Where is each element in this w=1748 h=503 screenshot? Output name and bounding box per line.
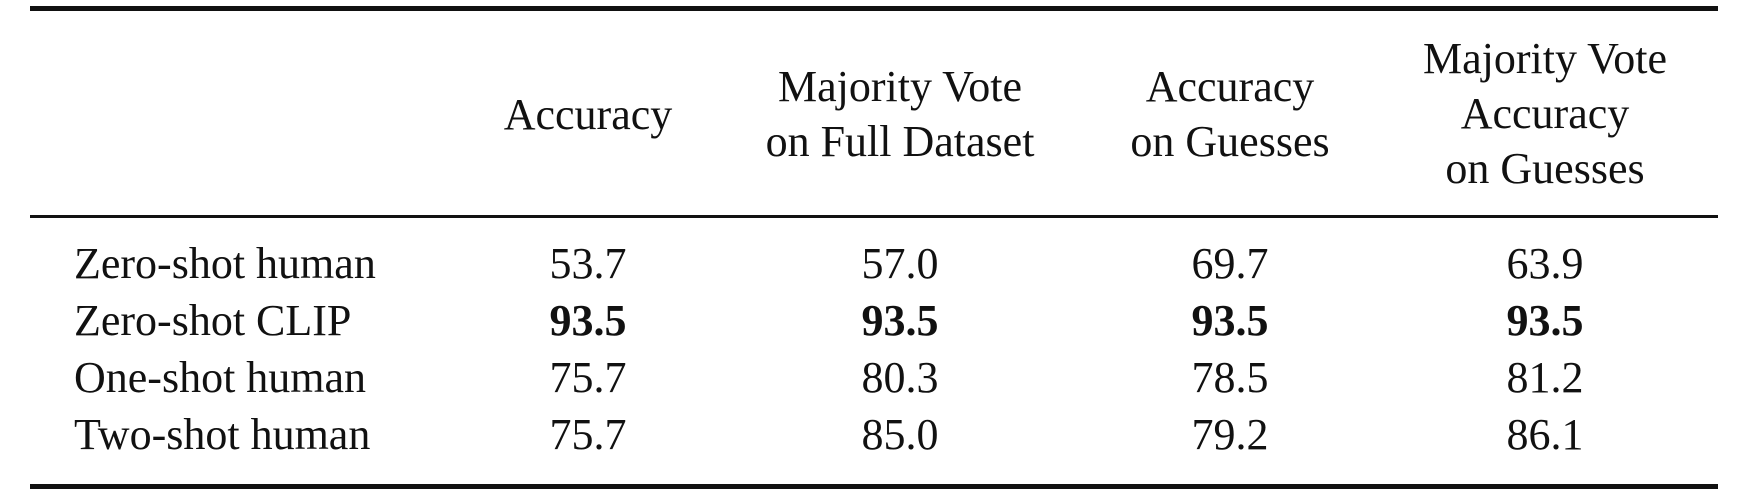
table-cell: 75.7 <box>549 353 627 402</box>
header-accuracy-guesses: Accuracy on Guesses <box>1130 62 1330 166</box>
table-cell: 53.7 <box>549 239 627 288</box>
table-cell: 79.2 <box>1191 410 1269 459</box>
table-cell: 93.5 <box>1191 296 1269 345</box>
table-cell: 75.7 <box>549 410 627 459</box>
table-cell: 86.1 <box>1506 410 1584 459</box>
row-label: One-shot human <box>74 353 367 402</box>
table-cell: 78.5 <box>1191 353 1269 402</box>
table-cell: 57.0 <box>861 239 939 288</box>
top-rule <box>30 6 1718 11</box>
header-accuracy: Accuracy <box>503 90 673 139</box>
bottom-rule <box>30 484 1718 489</box>
table-cell: 85.0 <box>861 410 939 459</box>
table-cell: 69.7 <box>1191 239 1269 288</box>
row-label: Zero-shot human <box>74 239 376 288</box>
row-label: Two-shot human <box>74 410 371 459</box>
header-majority-vote-full: Majority Vote on Full Dataset <box>765 62 1035 166</box>
table-cell: 93.5 <box>1506 296 1584 345</box>
table-cell: 80.3 <box>861 353 939 402</box>
table-cell: 81.2 <box>1506 353 1584 402</box>
table-cell: 93.5 <box>861 296 939 345</box>
row-label: Zero-shot CLIP <box>74 296 352 345</box>
table-cell: 63.9 <box>1506 239 1584 288</box>
header-rule <box>30 215 1718 218</box>
header-majority-vote-guesses: Majority Vote Accuracy on Guesses <box>1422 34 1668 193</box>
table-cell: 93.5 <box>549 296 627 345</box>
